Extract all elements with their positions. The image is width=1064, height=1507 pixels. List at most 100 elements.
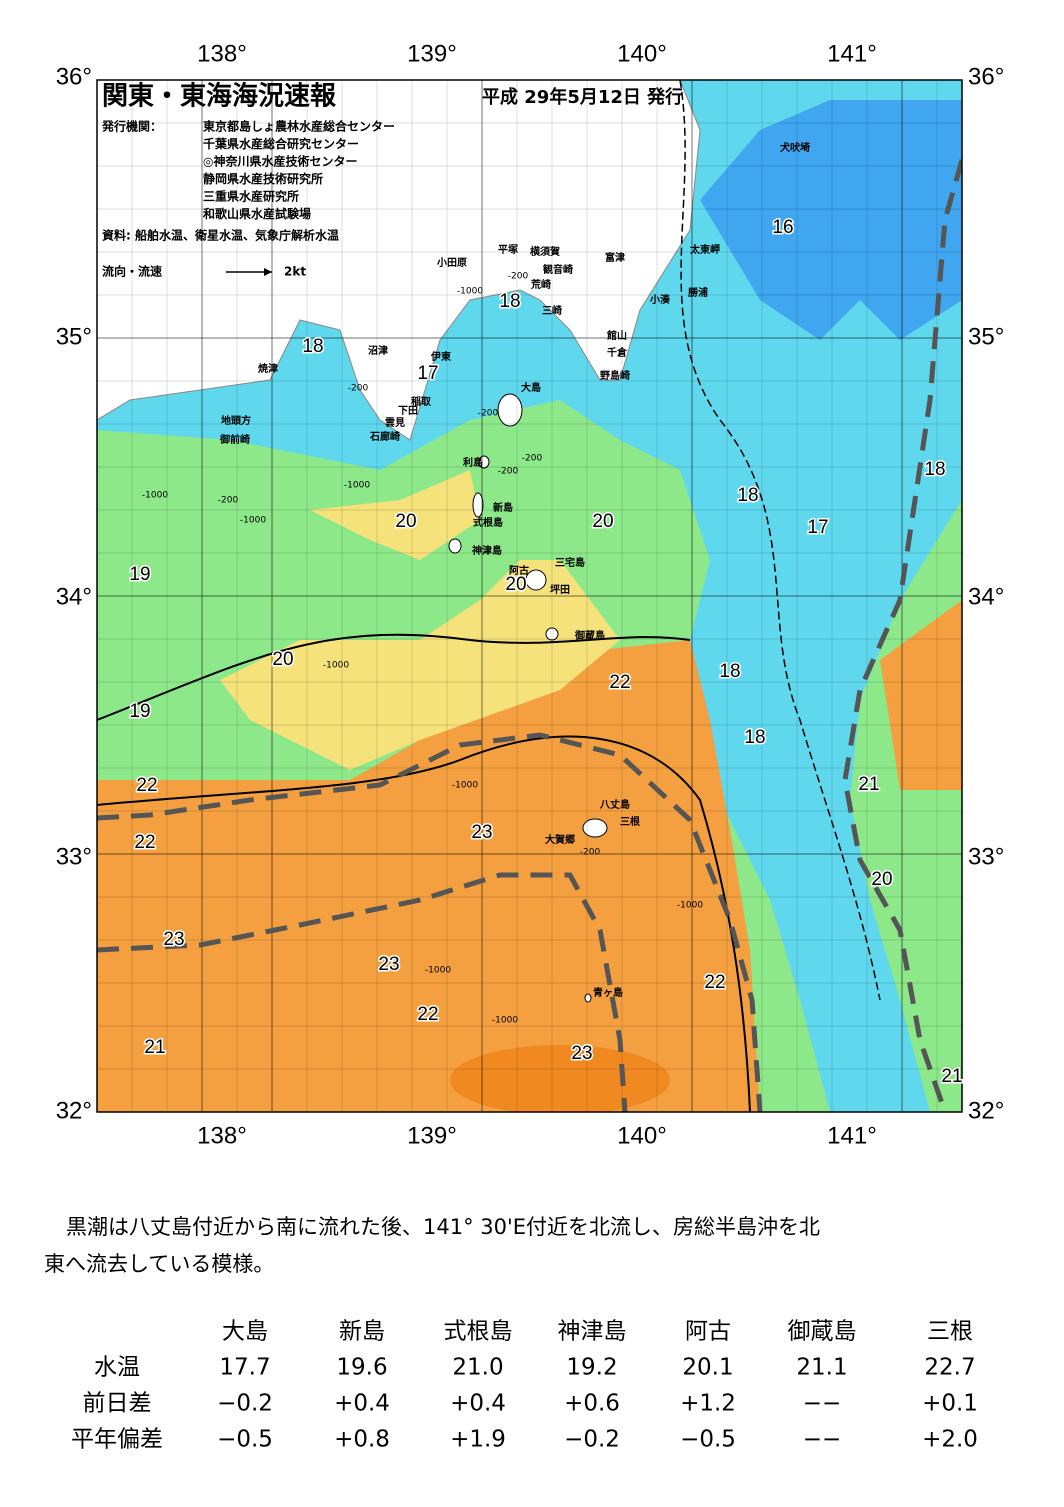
temperature-label: 22 [704,972,725,993]
island [584,993,592,1003]
kuroshio-axis [97,732,763,1112]
temperature-label: 22 [609,672,630,693]
table-cell: −0.5 [680,1427,736,1453]
depth-label: -1000 [425,966,451,976]
place-name: 観音崎 [543,263,573,276]
temperature-label: 18 [737,485,758,506]
place-name: 三宅島 [555,556,585,569]
lon-label: 139° [407,1122,457,1149]
place-name: 伊東 [430,350,451,363]
table-cell: +0.1 [922,1391,978,1417]
depth-label: -200 [218,496,239,506]
lon-label: 138° [197,1122,247,1149]
lon-label: 141° [827,1122,877,1149]
temperature-label: 22 [134,832,155,853]
lat-label: 36° [968,63,1004,90]
lat-label: 32° [968,1097,1004,1124]
lat-label: 32° [56,1097,92,1124]
lat-label: 35° [56,323,92,350]
table-cell: +0.4 [450,1391,506,1417]
column-header: 式根島 [444,1319,513,1345]
contour [679,80,881,1001]
place-name: 犬吠埼 [780,141,810,154]
temperature-label: 22 [417,1004,438,1025]
table-cell: −0.2 [217,1391,273,1417]
place-name: 小湊 [649,293,671,306]
sea-orange [97,640,760,1112]
island [582,818,608,838]
column-header: 新島 [339,1319,385,1345]
temperature-label: 20 [395,511,416,532]
publisher: 三重県水産研究所 [203,189,299,204]
table-cell: +0.6 [564,1391,620,1417]
temperature-label: 23 [571,1043,592,1064]
place-name: 千倉 [607,346,628,359]
temperature-label: 23 [163,929,184,950]
table-cell: −0.5 [217,1427,273,1453]
land [97,80,701,441]
table-cell: −0.2 [564,1427,620,1453]
publisher: 千葉県水産総合研究センター [203,136,359,151]
temperature-label: 20 [871,869,892,890]
temperature-label: 18 [302,336,323,357]
lat-label: 33° [968,843,1004,870]
table-cell: 20.1 [682,1355,733,1381]
lat-label: 35° [968,323,1004,350]
title: 関東・東海海況速報 [102,82,337,112]
place-name: 大島 [521,381,541,394]
depth-label: -1000 [492,1016,518,1026]
column-header: 御蔵島 [788,1319,857,1345]
table-cell: +0.4 [334,1391,390,1417]
place-name: 平塚 [498,243,518,256]
place-name: 御蔵島 [574,629,605,642]
depth-label: -1000 [452,781,478,791]
place-name: 荒崎 [530,278,551,291]
table-cell: 17.7 [219,1355,270,1381]
depth-label: -200 [348,384,369,394]
place-name: 太東岬 [689,243,720,256]
depth-label: -1000 [323,661,349,671]
kuroshio-axis [97,872,628,1112]
table-cell: +0.8 [334,1427,390,1453]
column-header: 大島 [222,1319,268,1345]
depth-label: -200 [478,409,499,419]
depth-label: -1000 [142,491,168,501]
summary-line: 東へ流去している模様。 [44,1252,274,1276]
place-name: 大賀郷 [545,833,575,846]
kuroshio-axis [842,159,962,1112]
grid [97,80,962,1112]
temperature-label: 22 [136,775,157,796]
place-name: 利島 [463,456,483,469]
place-name: 下田 [398,405,418,417]
temperature-label: 20 [505,574,526,595]
map [97,80,962,1112]
temperature-label: 17 [417,363,438,384]
place-name: 三根 [620,815,640,828]
temperature-label: 19 [129,564,150,585]
depth-label: -1000 [677,901,703,911]
sea-yellow [220,560,620,770]
temperature-label: 20 [592,511,613,532]
depth-label: -1000 [240,516,266,526]
place-name: 小田原 [436,256,467,269]
place-name: 野島崎 [600,369,630,382]
temperature-label: 17 [807,517,828,538]
table-cell: −− [803,1391,842,1417]
place-name: 新島 [493,501,513,514]
column-header: 神津島 [558,1319,627,1345]
temperature-label: 23 [471,822,492,843]
temperature-label: 18 [924,459,945,480]
depth-label: -200 [522,454,543,464]
lat-label: 33° [56,843,92,870]
column-header: 阿古 [685,1319,731,1345]
publisher: 東京都島しょ農林水産総合センター [203,119,395,134]
depth-label: -200 [580,848,601,858]
place-name: 石廊崎 [369,430,400,443]
table-cell: −− [803,1427,842,1453]
island [525,569,547,591]
depth-label: -1000 [344,481,370,491]
island [545,627,559,641]
issue-date: 平成 29年5月12日 発行 [482,86,683,108]
lon-label: 138° [197,40,247,67]
source: 資料: 船舶水温、衛星水温、気象庁解析水温 [102,228,339,243]
